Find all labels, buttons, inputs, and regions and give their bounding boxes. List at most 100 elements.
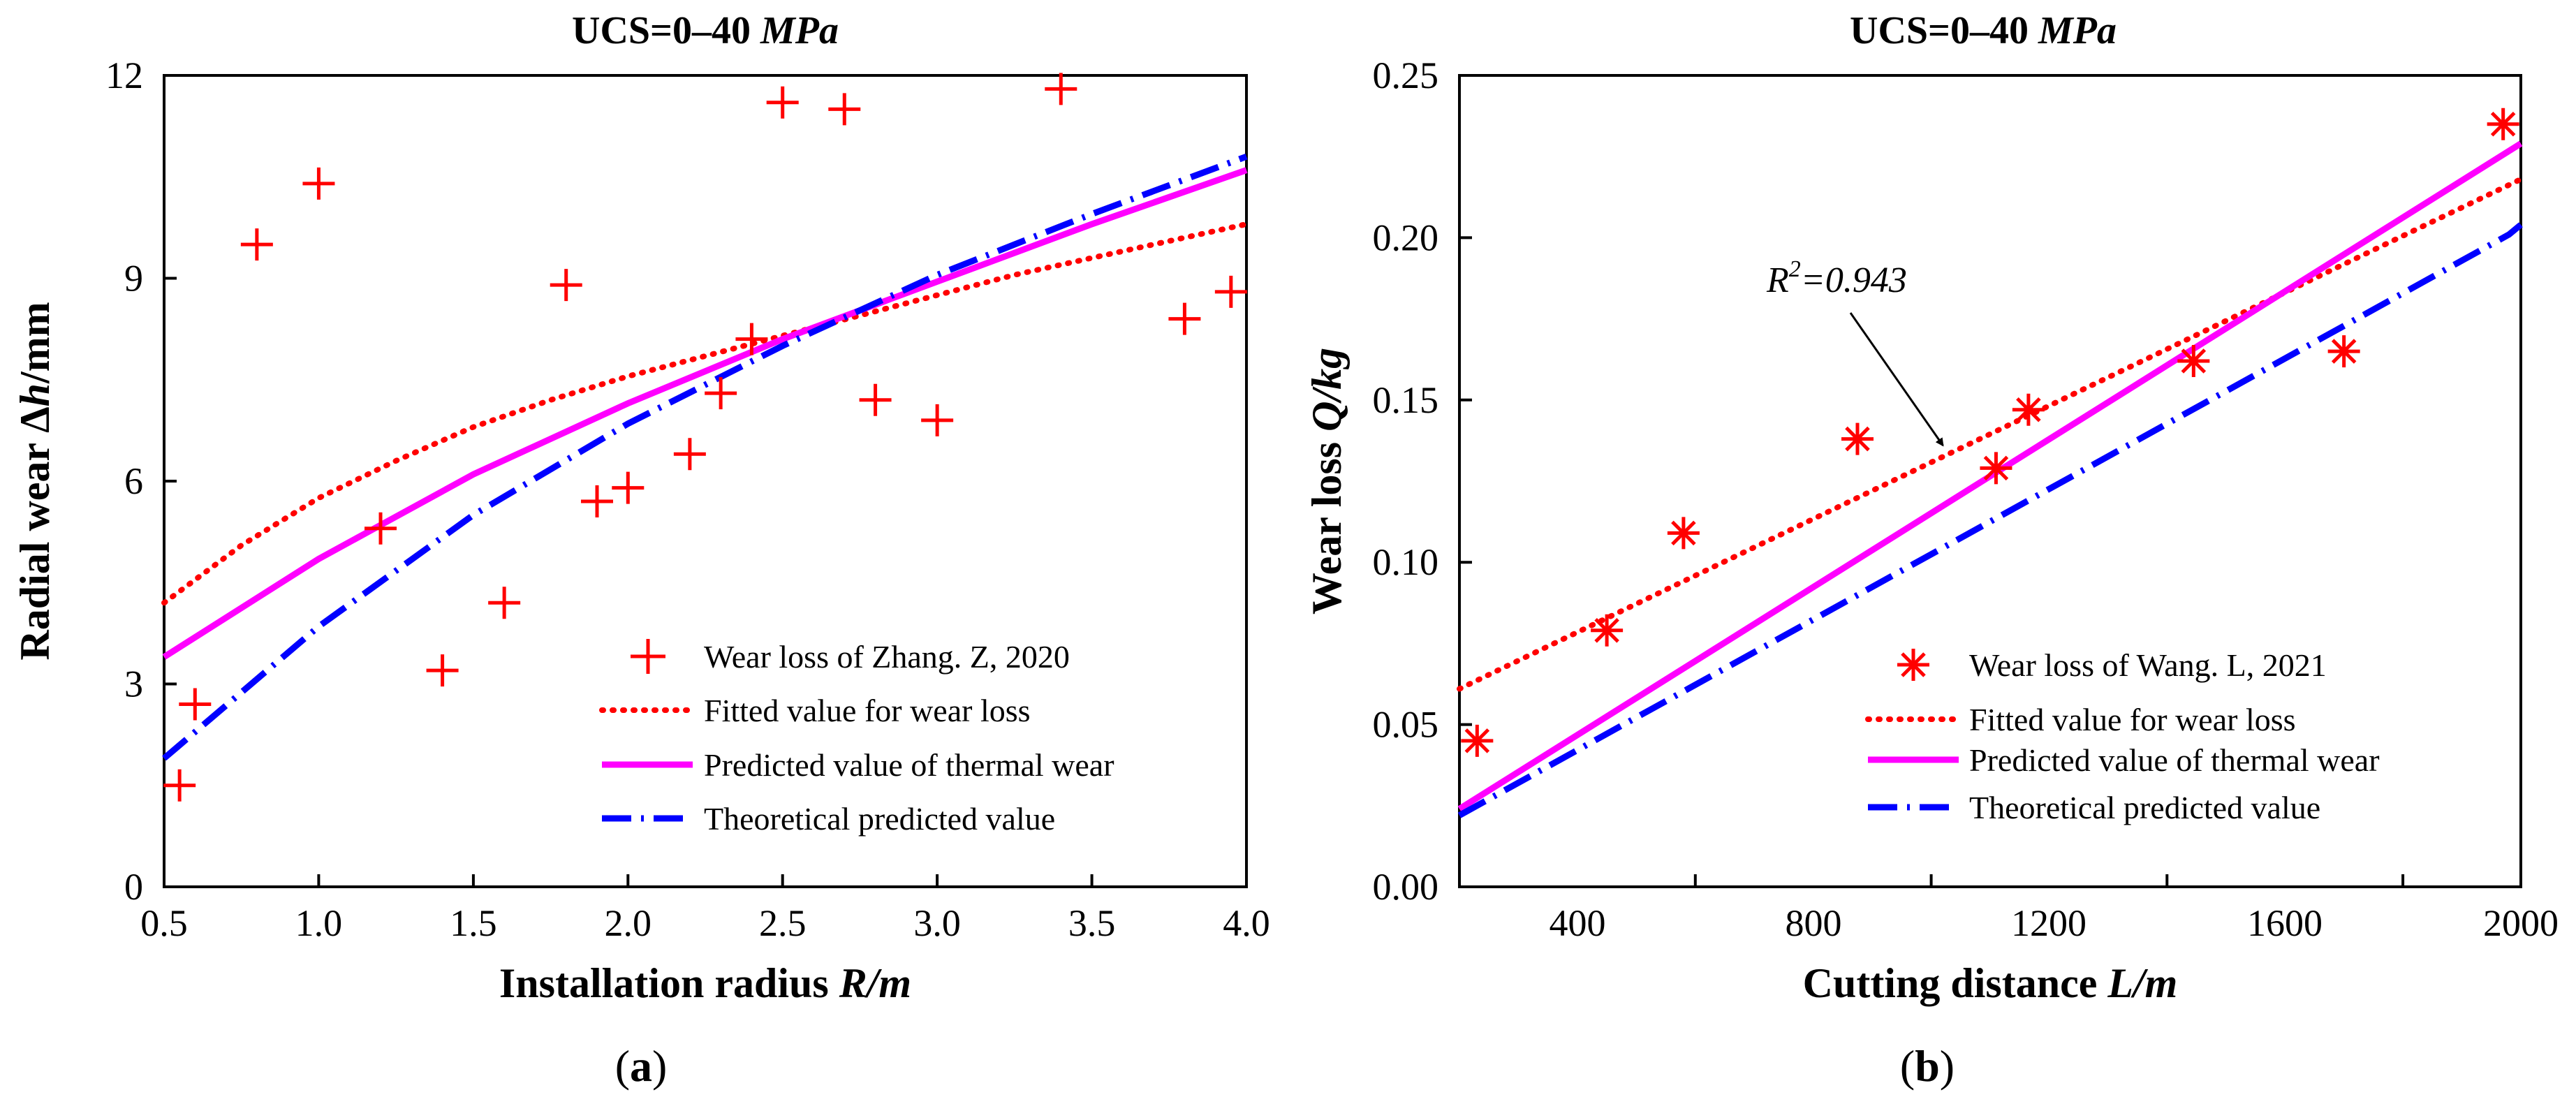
x-tick-label: 4.0 [1223,902,1270,944]
r-squared-annotation: R2=0.943 [1766,256,1944,447]
plot-area-b [1458,74,2522,888]
y-axis-label-a: Radial wear Δh/mm [12,302,58,660]
scatter-point [1045,73,1077,105]
scatter-point [2177,345,2210,378]
fitted-line-b [1457,176,2524,692]
legend-label: Fitted value for wear loss [1969,702,2296,737]
x-tick-label: 2.0 [605,902,652,944]
legend-item-a-theoretical: Theoretical predicted value [602,801,1055,837]
y-tick-label: 0 [124,866,143,908]
x-tick-label: 3.5 [1068,902,1116,944]
scatter-point [1168,302,1201,335]
chart-panel-b: UCS=0–40 MPa 400 800 1200 1600 2000 0.00… [1304,9,2559,1091]
x-tick-label: 2.5 [759,902,807,944]
scatter-point [921,404,954,436]
y-tick-label: 12 [105,54,143,96]
y-tick-label: 0.15 [1373,379,1439,421]
scatter-point [365,512,397,545]
y-axis-label-b: Wear loss Q/kg [1304,348,1350,614]
y-tick-label: 0.25 [1373,54,1439,96]
asterisk-marker-icon [1897,649,1929,681]
scatter-point [1461,724,1494,757]
x-axis-label-a: Installation radius R/m [499,960,911,1006]
y-tick-label: 0.05 [1373,704,1439,746]
x-tick-label: 400 [1550,902,1606,944]
chart-b-title: UCS=0–40 MPa [1850,9,2117,52]
scatter-point [2327,335,2360,368]
y-ticks-b: 0.00 0.05 0.10 0.15 0.20 0.25 [1373,54,1472,908]
scatter-point [1667,517,1700,550]
scatter-point [179,688,212,721]
x-tick-label: 2000 [2483,902,2559,944]
scatter-point [240,228,273,261]
r-squared-label: R2=0.943 [1766,256,1907,300]
y-tick-label: 0.20 [1373,216,1439,258]
fitted-line-a [161,221,1249,606]
scatter-point [1841,422,1874,455]
x-tick-label: 800 [1786,902,1842,944]
y-tick-label: 9 [124,258,143,300]
legend-item-a-thermal: Predicted value of thermal wear [602,747,1114,783]
scatter-point [488,587,521,619]
legend-label: Theoretical predicted value [704,801,1055,837]
y-tick-label: 6 [124,460,143,502]
panel-caption-b: (b) [1900,1041,1955,1091]
y-tick-label: 0.10 [1373,541,1439,583]
thermal-wear-line-a [162,167,1248,660]
x-tick-label: 1200 [2011,902,2086,944]
x-tick-label: 1.5 [450,902,497,944]
scatter-point [735,323,768,355]
annotation-arrow [1849,312,1944,447]
scatter-point [859,383,892,416]
x-axis-label-b: Cutting distance L/m [1803,960,2178,1006]
legend-item-b-theoretical: Theoretical predicted value [1868,790,2320,825]
y-tick-label: 3 [124,663,143,705]
legend-item-a-scatter: Wear loss of Zhang. Z, 2020 [631,639,1070,675]
scatter-point [426,654,459,687]
y-ticks-a: 0 3 6 9 12 [105,54,177,908]
legend-b: Wear loss of Wang. L, 2021 Fitted value … [1865,647,2380,825]
scatter-point [766,86,799,119]
legend-item-b-fitted: Fitted value for wear loss [1865,702,2296,737]
scatter-point [2012,393,2045,426]
legend-label: Fitted value for wear loss [704,693,1031,728]
series-lines-a [161,153,1249,761]
legend-label: Wear loss of Zhang. Z, 2020 [704,639,1070,675]
legend-label: Predicted value of thermal wear [704,747,1114,783]
x-tick-label: 1.0 [295,902,343,944]
legend-label: Wear loss of Wang. L, 2021 [1969,647,2327,683]
scatter-points-a [163,73,1247,802]
x-ticks-b: 400 800 1200 1600 2000 [1550,874,2559,944]
x-tick-label: 3.0 [913,902,961,944]
scatter-point [302,167,335,200]
y-tick-label: 0.00 [1373,866,1439,908]
chart-panel-a: UCS=0–40 MPa 0.5 1.0 1.5 2.0 2.5 3.0 3.5… [12,9,1270,1091]
scatter-point [2487,108,2519,140]
scatter-point [1980,452,2012,485]
panel-caption-a: (a) [615,1041,668,1091]
legend-item-b-scatter: Wear loss of Wang. L, 2021 [1897,647,2327,683]
legend-label: Predicted value of thermal wear [1969,742,2380,778]
scatter-point [550,269,582,302]
x-tick-label: 0.5 [140,902,188,944]
scatter-point [673,438,706,471]
scatter-points-b [1461,108,2519,757]
plus-marker-icon [631,639,665,674]
theoretical-line-b [1457,222,2523,818]
x-ticks-a: 0.5 1.0 1.5 2.0 2.5 3.0 3.5 4.0 [140,874,1270,944]
legend-item-b-thermal: Predicted value of thermal wear [1868,742,2380,778]
legend-label: Theoretical predicted value [1969,790,2320,825]
scatter-point [828,93,861,126]
scatter-point [163,769,196,802]
legend-item-a-fitted: Fitted value for wear loss [599,693,1031,728]
chart-a-title: UCS=0–40 MPa [572,9,839,52]
scatter-point [1591,614,1624,647]
scatter-point [612,471,645,504]
scatter-point [1214,275,1247,308]
scatter-point [581,485,613,518]
x-tick-label: 1600 [2247,902,2323,944]
scatter-point [705,377,737,410]
legend-a: Wear loss of Zhang. Z, 2020 Fitted value… [599,639,1114,837]
theoretical-line-a [162,153,1248,761]
